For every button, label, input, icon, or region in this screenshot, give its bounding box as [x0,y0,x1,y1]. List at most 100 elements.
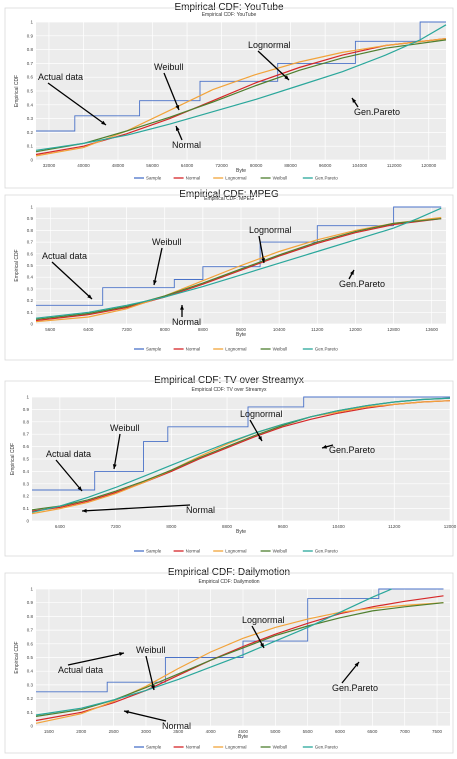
y-tick-label: 0.2 [27,696,34,701]
annotation-label: Weibull [136,645,165,655]
annotation-label: Lognormal [242,615,285,625]
x-tick-label: 8800 [198,327,209,332]
x-tick-label: 4000 [206,729,217,734]
x-tick-label: 5600 [45,327,56,332]
y-tick-label: 0.7 [27,240,34,245]
series-line-normal [35,595,444,722]
series-line-normal [35,38,447,156]
series-line-genpareto [35,588,393,716]
y-tick-label: 0.3 [27,682,34,687]
y-tick-label: 0.6 [23,444,30,449]
x-tick-label: 3500 [173,729,184,734]
y-axis-label: Empirical CDF [14,641,20,673]
annotation-arrowhead [261,258,266,263]
annotation-label: Weibull [152,237,181,247]
annotation-label: Lognormal [248,40,291,50]
annotation-label: Lognormal [249,225,292,235]
legend-label: Weibull [273,347,288,352]
annotation-arrow [257,50,290,81]
y-tick-label: 0.3 [23,481,30,486]
chart-svg: Empirical CDF: TV over Streamyx 0 0.1 0.2 0.… [4,380,457,557]
y-tick-label: 0.6 [27,75,34,80]
chart-subtitle: Empirical CDF: TV over Streamyx [192,387,267,393]
annotation-arrow [67,652,125,666]
chart-panel-tv-over-streamyx: Empirical CDF: TV over Streamyx Empirica… [4,373,457,558]
chart-title: Empirical CDF: MPEG [179,189,279,200]
legend: Sample Normal Lognormal Weibull Gen.Pareto [134,176,338,181]
y-tick-label: 0.9 [27,33,34,38]
x-axis-label: Byte [236,529,246,535]
y-tick-label: 0.1 [27,710,34,715]
x-tick-label: 1500 [44,729,55,734]
y-tick-label: 0.7 [27,61,34,66]
series-line-sample [36,21,446,132]
y-tick-label: 0.1 [27,144,34,149]
annotation-arrowhead [101,120,106,125]
legend-label: Weibull [273,745,288,750]
chart-panel-dailymotion: Empirical CDF: Dailymotion Empirical CDF… [4,565,454,755]
annotation-arrow [113,433,121,470]
y-axis-label: Empirical CDF [14,75,20,107]
y-tick-label: 0.9 [27,216,34,221]
x-tick-label: 10400 [273,327,286,332]
x-tick-label: 6400 [55,524,66,529]
legend-label: Sample [146,347,162,352]
series-line-genpareto [35,207,442,319]
series-line-sample [32,396,450,491]
x-axis-label: Byte [236,332,246,338]
x-tick-label: 6500 [367,729,378,734]
annotation-arrowhead [176,126,180,131]
annotation-label: Gen.Pareto [332,683,378,693]
y-tick-label: 0.6 [27,641,34,646]
y-tick-label: 0.8 [27,228,34,233]
annotation-arrow [51,261,93,300]
annotation-arrowhead [175,105,180,110]
annotation-arrow [145,655,155,691]
x-tick-label: 10400 [332,524,345,529]
annotation-arrowhead [77,486,82,491]
chart-subtitle: Empirical CDF: MPEG [204,196,254,202]
y-tick-label: 0.5 [27,655,34,660]
chart-title: Empirical CDF: YouTube [174,2,284,13]
chart-svg: Empirical CDF: Dailymotion 0 0.1 0.2 0.3 0.4 0… [4,572,454,754]
legend-label: Normal [186,549,201,554]
annotation-arrow [47,82,107,126]
x-tick-label: 12000 [349,327,362,332]
x-tick-label: 12800 [387,327,400,332]
x-tick-label: 6000 [335,729,346,734]
x-tick-label: 120000 [421,163,437,168]
y-tick-label: 1 [30,205,33,210]
annotation-arrowhead [87,294,92,299]
series-line-normal [31,400,451,512]
legend-label: Normal [186,347,201,352]
y-tick-label: 1 [30,20,33,25]
series-line-weibull [35,218,442,320]
y-tick-label: 0 [30,158,33,163]
legend: Sample Normal Lognormal Weibull Gen.Pareto [134,347,338,352]
annotation-arrow [163,72,180,111]
series-line-weibull [35,39,447,153]
x-tick-label: 2000 [76,729,87,734]
annotation-arrowhead [350,270,354,275]
annotation-label: Normal [162,721,191,731]
legend-label: Normal [186,745,201,750]
legend: Sample Normal Lognormal Weibull Gen.Pareto [134,549,338,554]
annotation-arrowhead [352,98,357,103]
annotation-label: Weibull [154,62,183,72]
y-tick-label: 0.5 [23,457,30,462]
y-tick-label: 1 [30,587,33,592]
x-axis-label: Byte [238,734,248,740]
legend-label: Lognormal [225,549,246,554]
annotation-label: Normal [172,317,201,327]
annotation-label: Lognormal [240,409,283,419]
legend-label: Lognormal [225,745,246,750]
y-tick-label: 0.1 [27,310,34,315]
legend-label: Gen.Pareto [315,347,339,352]
annotation-arrowhead [112,464,117,469]
y-tick-label: 0.3 [27,116,34,121]
legend-label: Weibull [273,176,288,181]
x-tick-label: 80000 [250,163,263,168]
chart-frame [4,7,454,189]
annotation-label: Actual data [42,251,87,261]
annotation-label: Normal [186,505,215,515]
